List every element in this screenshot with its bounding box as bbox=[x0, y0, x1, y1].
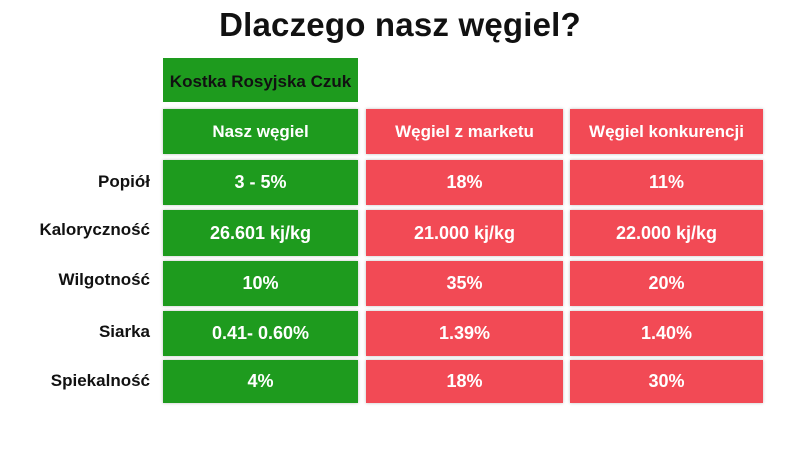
cell-moisture-market: 35% bbox=[366, 261, 563, 306]
cell-calorific-competitor: 22.000 kj/kg bbox=[570, 210, 763, 256]
column-header-our-coal: Nasz węgiel bbox=[163, 109, 358, 154]
row-label-sulfur: Siarka bbox=[98, 322, 150, 341]
column-header-competitor-coal: Węgiel konkurencji bbox=[570, 109, 763, 154]
cell-moisture-competitor: 20% bbox=[570, 261, 763, 306]
column-header-market-coal: Węgiel z marketu bbox=[366, 109, 563, 154]
cell-sulfur-competitor: 1.40% bbox=[570, 311, 763, 356]
cell-caking-competitor: 30% bbox=[570, 360, 763, 403]
cell-ash-ours: 3 - 5% bbox=[163, 160, 358, 205]
row-label-moisture: Wilgotność bbox=[58, 270, 150, 289]
cell-ash-competitor: 11% bbox=[570, 160, 763, 205]
cell-caking-market: 18% bbox=[366, 360, 563, 403]
cell-calorific-market: 21.000 kj/kg bbox=[366, 210, 563, 256]
row-label-caking: Spiekalność bbox=[50, 371, 150, 390]
row-label-calorific: Kaloryczność bbox=[39, 220, 150, 239]
product-label: Kostka Rosyjska Czuk bbox=[163, 58, 358, 102]
cell-ash-market: 18% bbox=[366, 160, 563, 205]
cell-sulfur-ours: 0.41- 0.60% bbox=[163, 311, 358, 356]
cell-sulfur-market: 1.39% bbox=[366, 311, 563, 356]
row-label-ash: Popiół bbox=[98, 172, 150, 191]
page-title: Dlaczego nasz węgiel? bbox=[219, 6, 581, 43]
cell-caking-ours: 4% bbox=[163, 360, 358, 403]
cell-moisture-ours: 10% bbox=[163, 261, 358, 306]
cell-calorific-ours: 26.601 kj/kg bbox=[163, 210, 358, 256]
